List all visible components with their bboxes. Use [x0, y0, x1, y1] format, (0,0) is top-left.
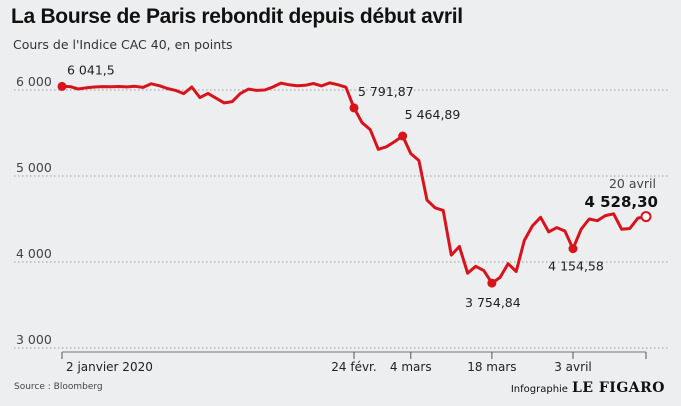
- data-labels: 6 041,5 5 791,87 5 464,89 3 754,84 4 154,58 2…: [57, 62, 658, 310]
- credit-label: Infographie: [510, 384, 568, 395]
- last-date-label: 20 avril: [609, 176, 656, 191]
- y-tick-label: 4 000: [16, 246, 52, 261]
- data-point: [568, 244, 578, 254]
- x-tick-label: 24 févr.: [331, 360, 376, 374]
- x-tick-label: 4 mars: [390, 360, 432, 374]
- data-point: [398, 131, 408, 141]
- y-tick-label: 3 000: [16, 332, 52, 347]
- x-axis: 2 janvier 2020 24 févr. 4 mars 18 mars 3 avr…: [61, 351, 647, 374]
- last-data-point: [640, 211, 652, 223]
- data-label: 5 791,87: [358, 84, 414, 99]
- x-tick-label: 18 mars: [467, 360, 516, 374]
- grid: [14, 89, 668, 349]
- data-point: [487, 278, 497, 288]
- x-tick-label: 2 janvier 2020: [66, 360, 153, 374]
- cac40-line: [60, 81, 648, 285]
- data-label: 3 754,84: [465, 295, 521, 310]
- chart-subtitle: Cours de l'Indice CAC 40, en points: [13, 37, 233, 52]
- data-label: 6 041,5: [67, 62, 115, 77]
- x-tick-label: 3 avril: [554, 360, 592, 374]
- chart-title: La Bourse de Paris rebondit depuis début…: [11, 5, 463, 28]
- source-note: Source : Bloomberg: [14, 382, 103, 392]
- data-point: [349, 103, 359, 113]
- y-tick-label: 6 000: [16, 74, 52, 89]
- data-label: 5 464,89: [405, 107, 461, 122]
- figaro-logo: LE FIGARO: [571, 380, 665, 396]
- last-value-label: 4 528,30: [584, 193, 658, 211]
- credit: Infographie LE FIGARO: [511, 380, 665, 396]
- series-line: [60, 81, 648, 285]
- data-point: [57, 81, 67, 91]
- data-label: 4 154,58: [548, 259, 604, 274]
- y-tick-label: 5 000: [16, 160, 52, 175]
- y-axis-ticks: 3 000 4 000 5 000 6 000: [16, 74, 52, 347]
